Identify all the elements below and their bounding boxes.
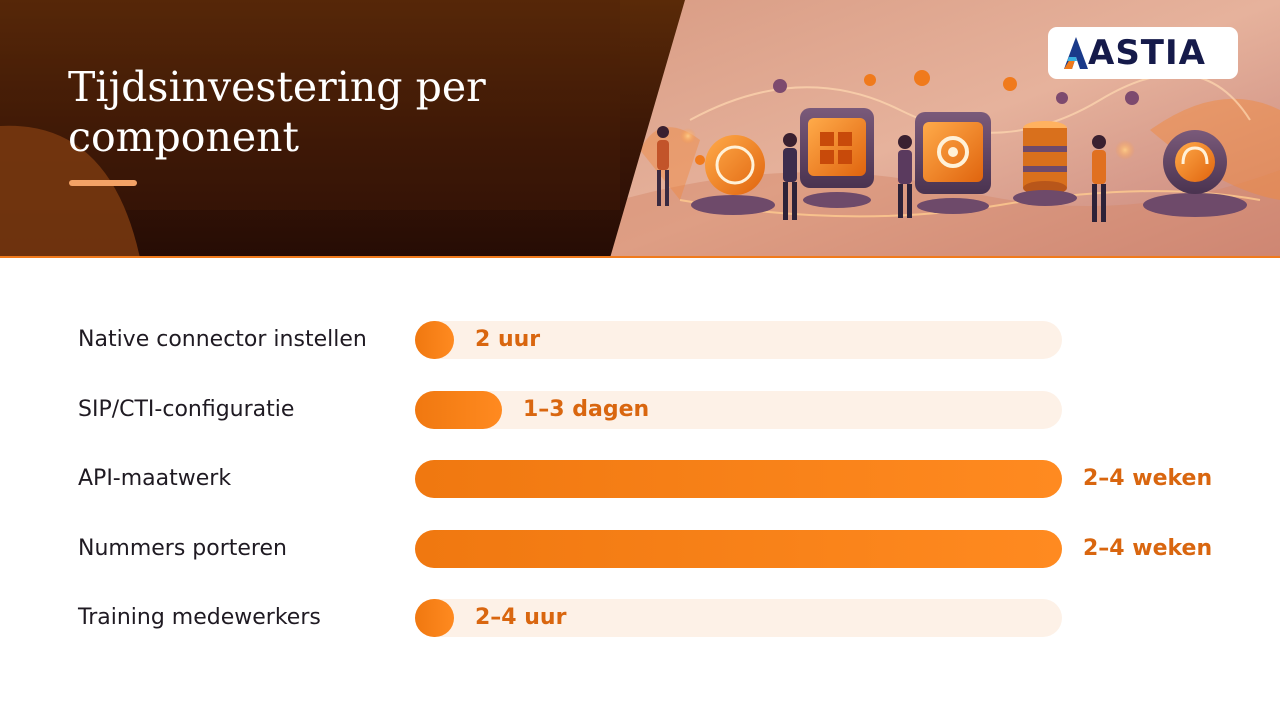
category-label: Training medewerkers (78, 605, 321, 630)
bar (415, 460, 1062, 498)
bar-value-label: 2–4 weken (1083, 536, 1213, 561)
bar-value-label: 1–3 dagen (523, 397, 650, 422)
bar (415, 391, 502, 429)
bar-value-label: 2 uur (475, 327, 541, 352)
bar (415, 599, 454, 637)
page-title: Tijdsinvestering per component (68, 63, 486, 161)
astia-logo: ASTIA (1048, 27, 1238, 79)
logo-mark-icon (1064, 37, 1088, 69)
bar-value-label: 2–4 weken (1083, 466, 1213, 491)
bar (415, 321, 454, 359)
bar-track (415, 321, 1062, 359)
header-banner: Tijdsinvestering per component ASTIA (0, 0, 1280, 258)
bar (415, 530, 1062, 568)
category-label: Nummers porteren (78, 536, 287, 561)
category-label: SIP/CTI-configuratie (78, 397, 295, 422)
title-underline (69, 180, 137, 186)
category-label: API-maatwerk (78, 466, 232, 491)
header-decor-shape (0, 0, 620, 258)
bar-track (415, 599, 1062, 637)
bar-track (415, 391, 1062, 429)
logo-text: ASTIA (1088, 33, 1206, 73)
category-label: Native connector instellen (78, 327, 367, 352)
bar-chart: Native connector instellen 2 uur SIP/CTI-c… (0, 300, 1280, 660)
header-accent-stripe (0, 256, 1280, 258)
bar-value-label: 2–4 uur (475, 605, 567, 630)
